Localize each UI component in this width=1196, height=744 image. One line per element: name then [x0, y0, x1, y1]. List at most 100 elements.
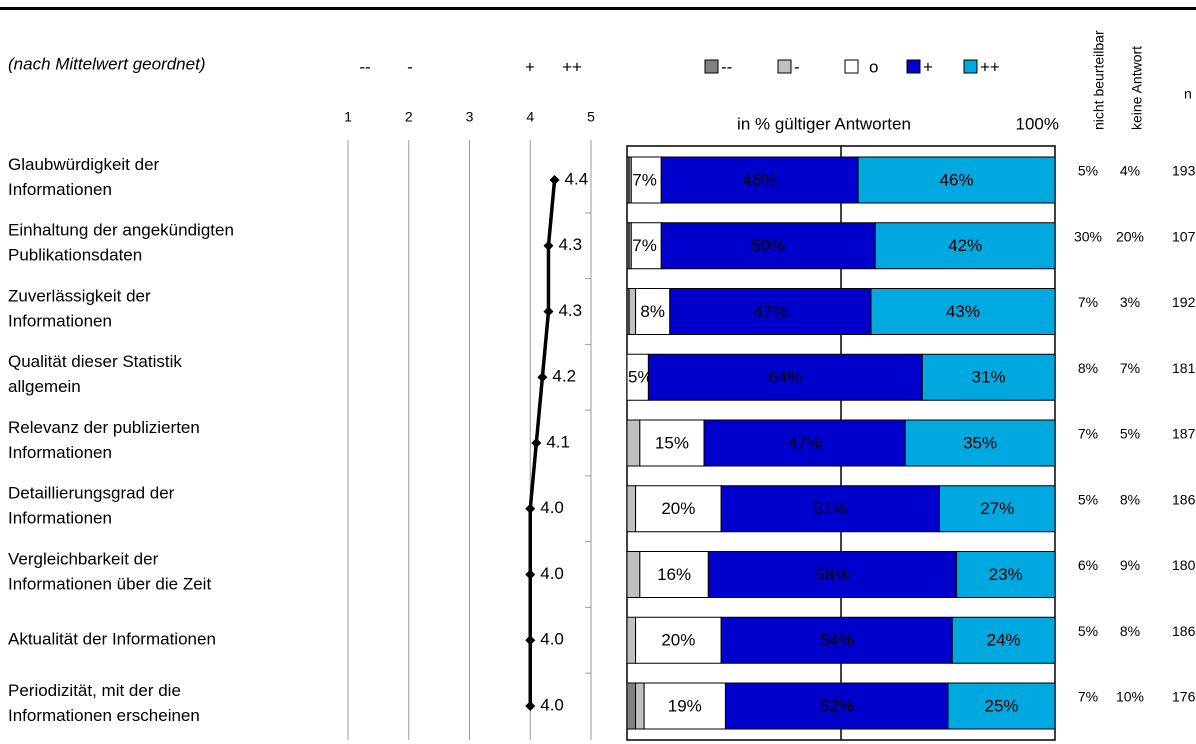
- bar-segment: [870, 288, 1056, 335]
- bar-segment: [956, 551, 1056, 598]
- value-label: 19%: [668, 696, 702, 715]
- value-label: 4.0: [540, 695, 564, 714]
- category-label: Zuverlässigkeit der: [8, 286, 151, 305]
- bar-segment: [639, 419, 705, 467]
- category-label: allgemein: [8, 377, 81, 396]
- legend-label: --: [721, 57, 732, 76]
- x-tick-label: 4: [526, 109, 534, 125]
- legend-label: ++: [980, 57, 1000, 76]
- value-label: 23%: [989, 565, 1023, 584]
- value-label: 47%: [788, 433, 822, 452]
- top-rule: [0, 7, 1196, 10]
- point: [537, 372, 548, 383]
- table-cell: 7%: [1078, 689, 1098, 705]
- scale-label: -: [407, 57, 413, 76]
- bar-segment: [857, 156, 1056, 204]
- bar-segment: [635, 682, 645, 730]
- x-tick-label: 5: [587, 109, 595, 125]
- bar-segment: [947, 682, 1056, 730]
- scale-label: ++: [562, 57, 582, 76]
- value-label: 20%: [661, 499, 695, 518]
- value-label: 5%: [628, 368, 653, 387]
- table-cell: 186: [1172, 623, 1196, 639]
- bar-segment: [707, 551, 958, 598]
- table-cell: 4%: [1120, 163, 1140, 179]
- legend-swatch: [906, 59, 921, 74]
- legend-swatch: [704, 59, 719, 74]
- bar-segment: [626, 682, 637, 730]
- bar-segment: [938, 485, 1056, 533]
- subtitle: (nach Mittelwert geordnet): [8, 54, 205, 73]
- bar-segment: [921, 353, 1056, 401]
- bar-segment: [630, 222, 662, 270]
- category-label: Glaubwürdigkeit der: [8, 155, 160, 174]
- bar-segment: [720, 485, 940, 533]
- category-label: Informationen über die Zeit: [8, 574, 211, 593]
- value-label: 27%: [980, 499, 1014, 518]
- category-label: Periodizität, mit der die: [8, 681, 181, 700]
- value-label: 31%: [972, 368, 1006, 387]
- bar-segment: [703, 419, 906, 467]
- table-cell: 5%: [1078, 491, 1098, 507]
- table-cell: 193: [1172, 163, 1196, 179]
- category-label: Informationen: [8, 311, 112, 330]
- value-label: 4.3: [558, 301, 582, 320]
- table-cell: 187: [1172, 426, 1196, 442]
- legend-label: +: [923, 57, 933, 76]
- value-label: 4.0: [540, 630, 564, 649]
- value-label: 24%: [987, 631, 1021, 650]
- category-label: Publikationsdaten: [8, 246, 142, 265]
- bar-segment: [720, 616, 953, 664]
- table-cell: 6%: [1078, 557, 1098, 573]
- column-header: nicht beurteilbar: [1091, 30, 1107, 130]
- value-label: 43%: [946, 302, 980, 321]
- x-tick-label: 3: [466, 109, 474, 125]
- bar-segment: [647, 353, 923, 401]
- table-cell: 5%: [1120, 426, 1140, 442]
- value-label: 4.0: [540, 498, 564, 517]
- value-label: 16%: [657, 565, 691, 584]
- value-label: 4.3: [558, 235, 582, 254]
- point: [525, 569, 536, 580]
- table-cell: 9%: [1120, 557, 1140, 573]
- bar-segment: [626, 419, 641, 467]
- value-label: 46%: [940, 170, 974, 189]
- category-label: Qualität dieser Statistik: [8, 352, 182, 371]
- category-label: Relevanz der publizierten: [8, 418, 200, 437]
- value-label: 4.0: [540, 564, 564, 583]
- point: [549, 175, 560, 185]
- value-label: 4.1: [546, 432, 570, 451]
- scale-label: --: [359, 57, 370, 76]
- point: [531, 438, 542, 448]
- category-label: Aktualität der Informationen: [8, 630, 216, 649]
- bar-segment: [874, 222, 1056, 270]
- point: [525, 503, 536, 514]
- value-label: 7%: [632, 170, 657, 189]
- table-cell: 176: [1172, 689, 1196, 705]
- bar-segment: [951, 616, 1056, 664]
- value-label: 35%: [963, 433, 997, 452]
- column-header: n: [1184, 86, 1192, 102]
- bar-segment: [724, 682, 949, 730]
- table-cell: 8%: [1120, 491, 1140, 507]
- point: [543, 240, 554, 251]
- value-label: 42%: [948, 236, 982, 255]
- category-label: Detaillierungsgrad der: [8, 484, 175, 503]
- table-cell: 192: [1172, 294, 1196, 310]
- scale-label: +: [525, 57, 535, 76]
- bar-segment: [626, 485, 637, 533]
- legend-label: o: [869, 57, 878, 76]
- table-cell: 20%: [1116, 228, 1144, 244]
- point: [543, 306, 554, 317]
- value-label: 58%: [815, 565, 849, 584]
- table-cell: 7%: [1078, 426, 1098, 442]
- value-label: 8%: [640, 302, 665, 321]
- category-label: Informationen: [8, 180, 112, 199]
- bar-segment: [669, 288, 872, 335]
- table-cell: 7%: [1120, 360, 1140, 376]
- value-label: 54%: [820, 631, 854, 650]
- table-cell: 5%: [1078, 623, 1098, 639]
- legend-swatch: [844, 59, 859, 74]
- value-label: 51%: [813, 499, 847, 518]
